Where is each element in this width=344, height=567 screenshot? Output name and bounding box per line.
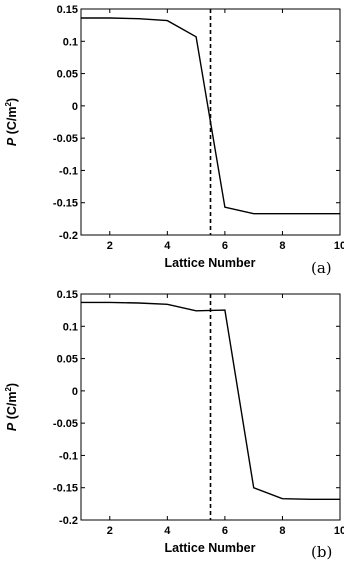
panel-b-x-ticks: 2 4 6 8 10 (107, 294, 344, 537)
x-tick-label: 6 (222, 240, 228, 252)
data-point (167, 304, 169, 306)
x-tick-label: 2 (107, 240, 113, 252)
data-point (138, 18, 140, 20)
x-tick-label: 4 (164, 525, 171, 537)
panel-b: 0.15 0.1 0.05 0 -0.05 -0.1 -0.15 -0.2 2 4 6 8 10 La… (4, 289, 344, 561)
data-point (109, 302, 111, 304)
y-tick-label: -0.15 (53, 198, 78, 210)
panel-a-y-axis-unit-power: 2 (4, 102, 13, 107)
y-tick-label: 0 (72, 101, 78, 113)
panel-a: 0.15 0.1 0.05 0 -0.05 -0.1 -0.15 -0.2 2 4 6 8 10 La… (4, 4, 344, 277)
panel-a-x-axis-label: Lattice Number (165, 256, 256, 270)
panel-a-y-axis-unit-close: ) (5, 98, 19, 102)
y-tick-label: 0.1 (63, 321, 78, 333)
x-tick-label: 4 (164, 240, 171, 252)
panel-a-series-line (81, 17, 340, 215)
data-point (167, 20, 169, 22)
y-tick-label: 0.15 (57, 289, 78, 301)
panel-a-x-ticks: 2 4 6 8 10 (107, 9, 344, 252)
y-tick-label: -0.1 (59, 450, 78, 462)
x-tick-label: 10 (334, 525, 344, 537)
data-point (339, 499, 341, 501)
panel-b-y-axis-label: P (C/m2) (4, 383, 19, 431)
y-tick-label: -0.2 (59, 230, 78, 242)
data-point (224, 206, 226, 208)
x-tick-label: 8 (279, 240, 285, 252)
y-tick-label: 0.15 (57, 4, 78, 16)
data-point (138, 302, 140, 304)
data-point (282, 213, 284, 215)
y-tick-label: 0.05 (57, 69, 78, 81)
y-tick-label: 0.05 (57, 354, 78, 366)
data-point (80, 302, 82, 304)
data-point (310, 499, 312, 501)
panel-a-label: (a) (311, 259, 332, 277)
y-tick-label: -0.1 (59, 165, 78, 177)
panel-b-y-axis-unit-power: 2 (4, 387, 13, 392)
x-tick-label: 8 (279, 525, 285, 537)
data-point (224, 309, 226, 311)
data-point (282, 498, 284, 500)
data-point (80, 17, 82, 19)
y-tick-label: 0.1 (63, 36, 78, 48)
y-tick-label: -0.05 (53, 418, 78, 430)
data-point (253, 487, 255, 489)
data-point (195, 310, 197, 312)
x-tick-label: 6 (222, 525, 228, 537)
x-tick-label: 10 (334, 240, 344, 252)
panel-a-y-axis-label: P (C/m2) (4, 98, 19, 146)
data-point (253, 213, 255, 215)
data-point (339, 213, 341, 215)
panel-b-label: (b) (311, 543, 332, 561)
panel-b-y-axis-unit-close: ) (5, 383, 19, 387)
y-tick-label: -0.15 (53, 483, 78, 495)
panel-b-series-line (81, 301, 340, 500)
panel-b-y-axis-symbol: P (5, 422, 19, 431)
data-point (310, 213, 312, 215)
x-tick-label: 2 (107, 525, 113, 537)
panel-b-x-axis-label: Lattice Number (165, 541, 256, 555)
panel-b-y-ticks: 0.15 0.1 0.05 0 -0.05 -0.1 -0.15 -0.2 (53, 289, 340, 527)
panel-b-y-axis-unit: (C/m (5, 392, 19, 423)
data-point (195, 36, 197, 38)
y-tick-label: -0.2 (59, 515, 78, 527)
data-point (109, 17, 111, 19)
panel-a-y-ticks: 0.15 0.1 0.05 0 -0.05 -0.1 -0.15 -0.2 (53, 4, 340, 242)
panel-a-y-axis-symbol: P (5, 137, 19, 146)
y-tick-label: 0 (72, 386, 78, 398)
y-tick-label: -0.05 (53, 133, 78, 145)
panel-a-y-axis-unit: (C/m (5, 107, 19, 138)
